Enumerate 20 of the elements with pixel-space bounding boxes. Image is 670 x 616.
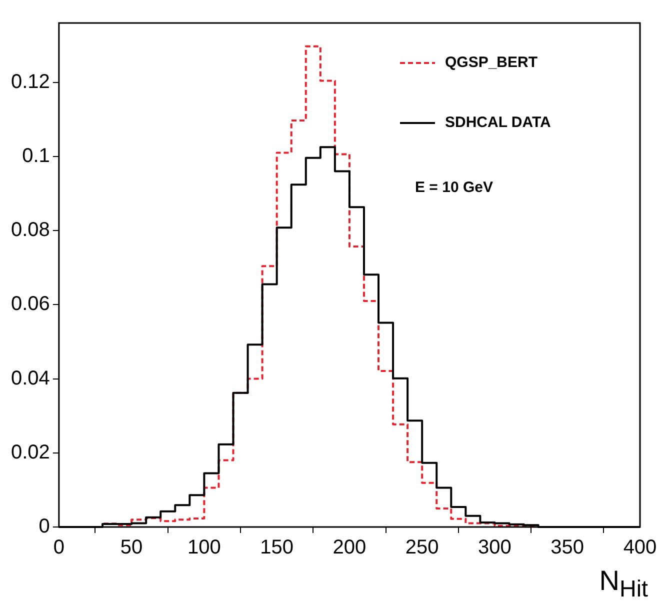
x-tick-label: 400: [623, 536, 657, 559]
y-tick-label: 0: [38, 516, 50, 538]
x-tick-label: 150: [260, 536, 294, 559]
x-tick-label: 200: [332, 536, 366, 559]
y-tick-label: 0.06: [10, 293, 50, 316]
y-tick-label: 0.12: [10, 70, 50, 93]
legend-label: QGSP_BERT: [445, 54, 538, 72]
annotation: E = 10 GeV: [415, 179, 493, 196]
x-tick-label: 0: [53, 536, 64, 559]
x-tick-label: 250: [405, 536, 439, 559]
x-tick-label: 100: [188, 536, 221, 559]
x-tick-label: 300: [478, 536, 512, 559]
x-axis-title: N$_{Hit}$: [598, 565, 649, 603]
legend-label: SDHCAL DATA: [445, 114, 551, 132]
x-tick-label: 50: [120, 536, 143, 559]
y-tick-label: 0.1: [22, 144, 50, 167]
y-tick-label: 0.02: [10, 441, 50, 464]
y-tick-label: 0.08: [10, 219, 50, 242]
y-tick-label: 0.04: [10, 367, 50, 390]
x-tick-label: 350: [550, 536, 584, 559]
